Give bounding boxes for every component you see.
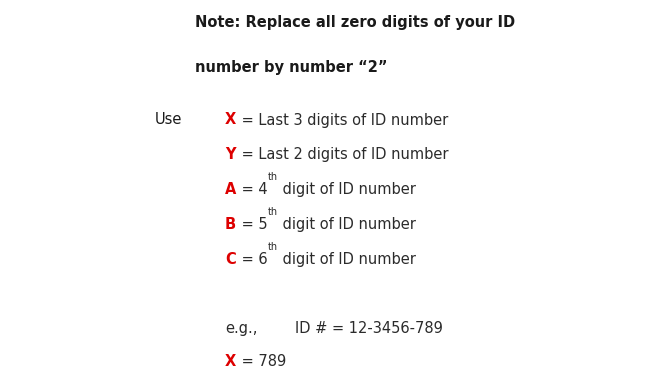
Text: number by number “2”: number by number “2”: [195, 60, 387, 75]
Text: th: th: [268, 242, 278, 252]
Text: = Last 3 digits of ID number: = Last 3 digits of ID number: [237, 112, 448, 128]
Text: e.g.,: e.g.,: [225, 321, 257, 336]
Text: digit of ID number: digit of ID number: [278, 182, 416, 197]
Text: = 789: = 789: [237, 354, 286, 369]
Text: = 4: = 4: [237, 182, 267, 197]
Text: C: C: [225, 252, 235, 267]
Text: = 5: = 5: [237, 217, 267, 232]
Text: th: th: [268, 172, 278, 182]
Text: Note: Replace all zero digits of your ID: Note: Replace all zero digits of your ID: [195, 15, 515, 30]
Text: X: X: [225, 354, 236, 369]
Text: X: X: [225, 112, 236, 128]
Text: Use: Use: [155, 112, 182, 128]
Text: = 6: = 6: [237, 252, 267, 267]
Text: digit of ID number: digit of ID number: [278, 252, 416, 267]
Text: th: th: [268, 207, 278, 217]
Text: Y: Y: [225, 147, 235, 162]
Text: = Last 2 digits of ID number: = Last 2 digits of ID number: [237, 147, 448, 162]
Text: A: A: [225, 182, 236, 197]
Text: ID # = 12-3456-789: ID # = 12-3456-789: [295, 321, 442, 336]
Text: digit of ID number: digit of ID number: [278, 217, 416, 232]
Text: B: B: [225, 217, 236, 232]
